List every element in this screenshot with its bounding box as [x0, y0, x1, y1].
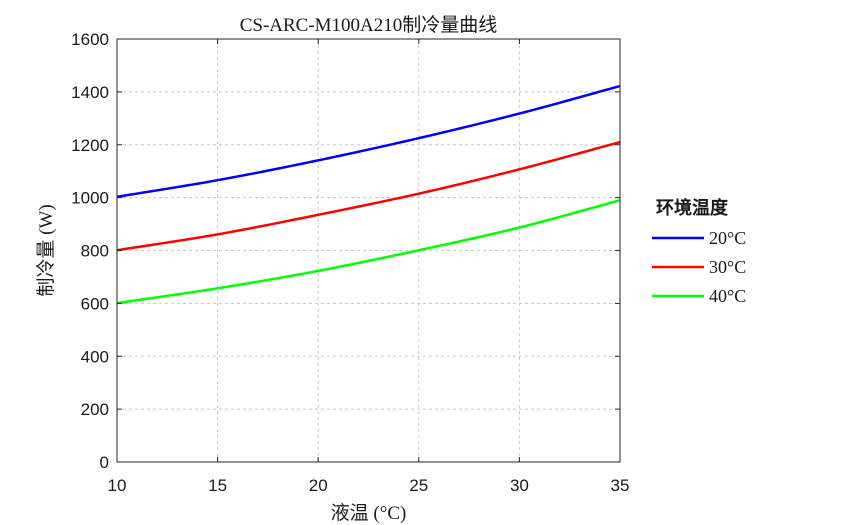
y-tick-label: 0 — [100, 453, 109, 472]
y-axis-label: 制冷量 (W) — [35, 204, 57, 296]
y-tick-label: 200 — [81, 400, 109, 419]
series-layer — [116, 84, 621, 305]
y-tick-label: 800 — [81, 242, 109, 261]
legend-label: 20°C — [709, 228, 746, 248]
x-tick-label: 10 — [108, 476, 127, 495]
x-tick-label: 30 — [510, 476, 529, 495]
y-tick-label: 1200 — [71, 136, 109, 155]
y-tick-label: 1600 — [71, 30, 109, 49]
x-tick-label: 35 — [611, 476, 630, 495]
chart-title: CS-ARC-M100A210制冷量曲线 — [240, 14, 498, 36]
legend-label: 30°C — [709, 257, 746, 277]
y-tick-label: 1000 — [71, 189, 109, 208]
legend: 环境温度 20°C 30°C 40°C — [652, 197, 746, 306]
legend-label: 40°C — [709, 286, 746, 306]
grid — [117, 39, 620, 462]
y-tick-label: 600 — [81, 294, 109, 313]
x-tick-label: 20 — [309, 476, 328, 495]
series-line-20C — [116, 84, 621, 199]
x-tick-label: 25 — [409, 476, 428, 495]
y-tick-label: 1400 — [71, 83, 109, 102]
x-axis-label: 液温 (°C) — [331, 502, 407, 524]
series-line-40C — [116, 199, 621, 305]
x-tick-label: 15 — [208, 476, 227, 495]
y-tick-label: 400 — [81, 347, 109, 366]
axis-ticks: 10 15 20 25 30 35 0 200 400 600 800 1000 1200 1400 160… — [71, 30, 629, 495]
series-line-30C — [116, 140, 621, 252]
legend-title: 环境温度 — [656, 197, 729, 218]
